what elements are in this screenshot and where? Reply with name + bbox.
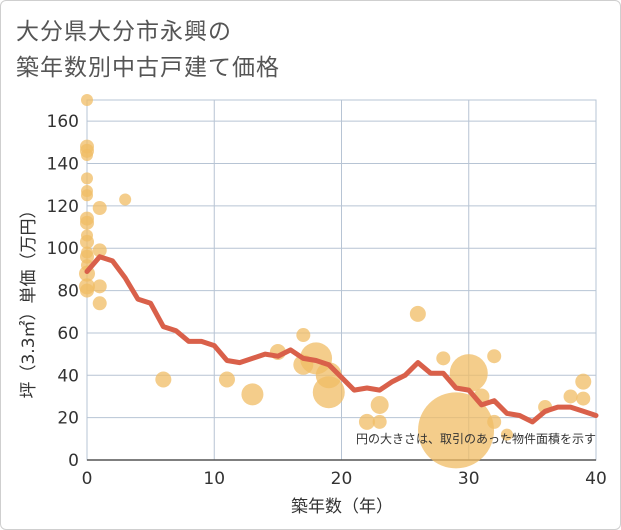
- x-tick-label: 10: [203, 469, 225, 489]
- data-bubble: [81, 229, 93, 242]
- data-bubble: [80, 215, 94, 230]
- x-tick-label: 30: [458, 469, 480, 489]
- data-bubble: [487, 414, 502, 429]
- data-bubble: [218, 371, 235, 388]
- title-line-1: 大分県大分市永興の: [16, 19, 232, 45]
- x-tick-label: 20: [331, 469, 353, 489]
- data-bubble: [81, 94, 93, 106]
- data-bubble: [81, 149, 93, 162]
- title-line-2: 築年数別中古戸建て価格: [16, 55, 280, 81]
- data-bubble: [370, 395, 389, 414]
- data-bubble: [418, 392, 495, 469]
- y-tick-label: 160: [47, 112, 79, 132]
- data-bubble: [358, 413, 375, 430]
- data-bubble: [576, 391, 591, 406]
- grid: [86, 99, 597, 461]
- data-bubble: [81, 246, 93, 259]
- y-tick-label: 80: [57, 282, 79, 302]
- y-axis-title: 坪（3.3㎡）単価（万円）: [19, 201, 39, 398]
- data-bubble: [563, 389, 578, 404]
- data-bubble: [296, 328, 311, 343]
- data-bubble: [119, 193, 132, 206]
- data-bubble: [449, 354, 488, 393]
- average-trend-line: [84, 254, 599, 425]
- data-bubble: [80, 283, 94, 298]
- bubble-size-note: 円の大きさは、取引のあった物件面積を示す: [356, 431, 596, 446]
- y-tick-label: 20: [57, 409, 79, 429]
- axis-ticks: 0 20 40 60 80 100 120 140 160 0 10 20 30 40: [47, 112, 607, 489]
- data-bubble: [92, 296, 107, 311]
- data-bubble: [372, 414, 387, 429]
- x-tick-label: 0: [82, 469, 93, 489]
- data-bubble: [487, 349, 502, 364]
- x-tick-label: 40: [585, 469, 607, 489]
- data-bubble: [92, 279, 107, 294]
- y-tick-label: 60: [57, 324, 79, 344]
- data-bubble: [575, 373, 592, 390]
- data-bubble: [92, 243, 107, 258]
- y-tick-label: 140: [47, 155, 79, 175]
- y-tick-label: 120: [47, 197, 79, 217]
- data-bubble: [81, 189, 93, 202]
- data-bubble: [409, 305, 426, 322]
- y-tick-label: 0: [68, 451, 79, 471]
- data-bubble: [81, 172, 93, 185]
- x-axis-title: 築年数（年）: [291, 497, 393, 517]
- chart-title: 大分県大分市永興の 築年数別中古戸建て価格: [16, 14, 280, 86]
- data-bubble: [92, 201, 107, 215]
- data-bubble: [241, 383, 264, 406]
- data-bubble: [500, 428, 513, 441]
- y-tick-label: 40: [57, 366, 79, 386]
- data-bubble: [436, 351, 451, 366]
- data-bubble: [155, 371, 172, 388]
- y-tick-label: 100: [47, 239, 79, 259]
